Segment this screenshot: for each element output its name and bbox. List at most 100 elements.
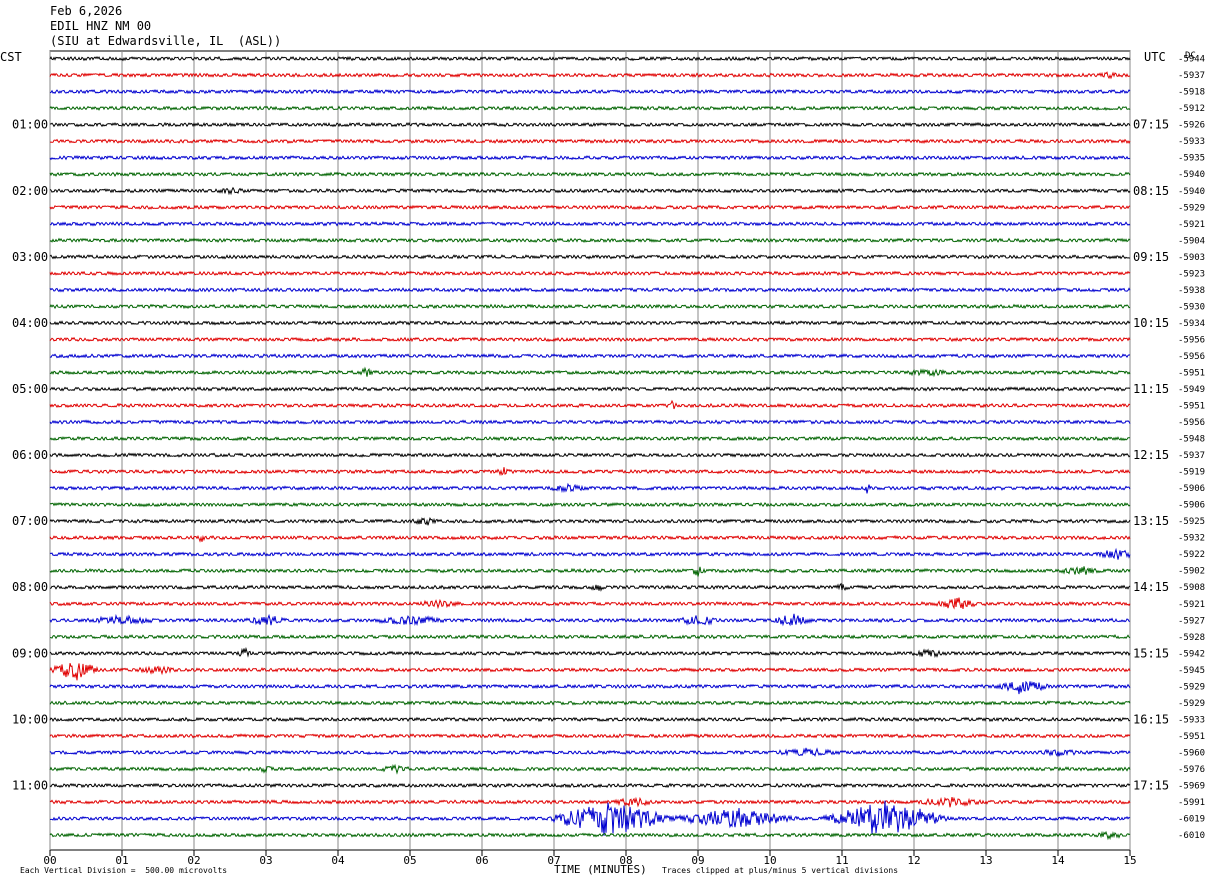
seismic-trace: [49, 482, 1131, 494]
seismic-trace: [49, 796, 1131, 808]
hour-label-right: 13:15: [1133, 514, 1169, 528]
seismic-trace: [49, 782, 1131, 789]
dc-offset: -5935: [1178, 154, 1205, 164]
seismic-trace: [49, 186, 1131, 196]
hour-label-right: 15:15: [1133, 646, 1169, 660]
dc-offset: -5930: [1178, 302, 1205, 312]
seismic-trace: [49, 501, 1131, 508]
header-channel: EDIL HNZ NM 00: [50, 19, 152, 33]
hour-label-left: 11:00: [12, 778, 48, 792]
x-tick-label: 08: [619, 854, 632, 867]
seismic-trace: [49, 303, 1131, 310]
dc-offset: -5928: [1178, 633, 1205, 643]
hour-labels: 01:00 02:00 03:00 04:00 05:00 06:00 07:00 08:00…: [12, 118, 1169, 793]
seismic-trace: [49, 830, 1131, 841]
seismic-trace: [49, 597, 1131, 610]
seismic-trace: [49, 747, 1131, 757]
seismic-trace: [49, 646, 1131, 658]
dc-offset: -5937: [1178, 71, 1205, 81]
seismic-trace: [49, 171, 1131, 177]
dc-offset: -5960: [1178, 748, 1205, 758]
seismic-trace: [49, 613, 1131, 627]
hour-label-left: 07:00: [12, 514, 48, 528]
seismic-trace: [49, 435, 1131, 442]
seismic-trace: [49, 663, 1131, 681]
hour-label-left: 03:00: [12, 250, 48, 264]
dc-offset: -5934: [1178, 319, 1205, 329]
x-tick-label: 11: [835, 854, 848, 867]
dc-offset-labels: -5944 -5937 -5918 -5912 -5926 -5933 -5935 -5940…: [1178, 55, 1205, 841]
seismic-trace: [49, 221, 1131, 227]
seismic-traces: [49, 55, 1131, 841]
hour-label-left: 06:00: [12, 448, 48, 462]
hour-label-left: 10:00: [12, 712, 48, 726]
seismic-trace: [49, 516, 1131, 526]
dc-offset: -5906: [1178, 501, 1205, 511]
x-tick-label: 09: [691, 854, 704, 867]
x-tick-label: 02: [187, 854, 200, 867]
dc-offset: -5969: [1178, 781, 1205, 791]
seismic-trace: [49, 680, 1131, 695]
x-tick-label: 10: [763, 854, 776, 867]
seismic-trace: [49, 71, 1131, 80]
seismic-trace: [49, 237, 1131, 244]
dc-offset: -5948: [1178, 435, 1205, 445]
plot-grid: [49, 50, 1131, 851]
x-tick-label: 07: [547, 854, 560, 867]
seismic-trace: [49, 452, 1131, 458]
dc-offset: -5929: [1178, 699, 1205, 709]
x-tick-label: 14: [1051, 854, 1065, 867]
dc-offset: -5956: [1178, 418, 1205, 428]
dc-offset: -5908: [1178, 583, 1205, 593]
dc-offset: -5923: [1178, 269, 1205, 279]
hour-label-left: 05:00: [12, 382, 48, 396]
seismic-trace: [49, 566, 1131, 577]
dc-offset: -6019: [1178, 815, 1205, 825]
x-axis-title: TIME (MINUTES): [554, 863, 647, 876]
seismic-trace: [49, 254, 1130, 260]
hour-label-right: 11:15: [1133, 382, 1169, 396]
hour-label-left: 04:00: [12, 316, 48, 330]
seismic-trace: [49, 105, 1131, 111]
seismic-trace: [49, 700, 1131, 706]
dc-offset: -5922: [1178, 550, 1205, 560]
dc-offset: -5951: [1178, 732, 1205, 742]
seismic-trace: [50, 634, 1131, 640]
seismic-trace: [49, 138, 1131, 144]
dc-offset: -5906: [1178, 484, 1205, 494]
seismic-trace: [49, 55, 1131, 62]
hour-label-right: 16:15: [1133, 712, 1169, 726]
left-timezone-label: CST: [0, 50, 22, 64]
dc-offset: -5945: [1178, 666, 1205, 676]
hour-label-right: 10:15: [1133, 316, 1169, 330]
dc-offset: -5956: [1178, 352, 1205, 362]
dc-offset: -5929: [1178, 203, 1205, 213]
hour-label-right: 09:15: [1133, 250, 1169, 264]
dc-offset: -5940: [1178, 170, 1205, 180]
seismic-trace: [49, 716, 1131, 723]
x-tick-label: 04: [331, 854, 345, 867]
seismic-trace: [49, 88, 1131, 95]
seismic-trace: [49, 763, 1131, 775]
dc-offset: -5921: [1178, 220, 1205, 230]
seismic-trace: [49, 386, 1131, 392]
seismic-trace: [49, 366, 1131, 378]
seismic-trace: [49, 204, 1131, 211]
x-tick-label: 01: [115, 854, 128, 867]
x-tick-label: 05: [403, 854, 416, 867]
dc-offset: -5926: [1178, 121, 1205, 131]
x-tick-label: 13: [979, 854, 992, 867]
dc-offset: -5927: [1178, 616, 1205, 626]
dc-offset: -5919: [1178, 468, 1205, 478]
seismic-trace: [49, 336, 1131, 343]
dc-offset: -5933: [1178, 137, 1205, 147]
dc-offset: -5932: [1178, 534, 1205, 544]
hour-label-right: 08:15: [1133, 184, 1169, 198]
dc-offset: -5949: [1178, 385, 1205, 395]
dc-offset: -5912: [1178, 104, 1205, 114]
dc-offset: -5940: [1178, 187, 1205, 197]
hour-label-right: 14:15: [1133, 580, 1169, 594]
hour-label-left: 02:00: [12, 184, 48, 198]
dc-offset: -5933: [1178, 715, 1205, 725]
